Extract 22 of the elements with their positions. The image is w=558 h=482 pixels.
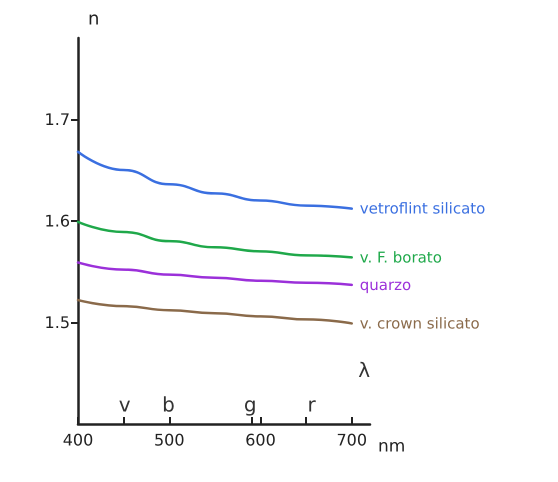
y-tick-label: 1.5 [44,312,70,332]
x-tick-label: 700 [336,430,368,450]
line-series [76,298,353,325]
annotation: g [244,392,257,417]
annotation: b [162,392,175,417]
annotation: v [118,392,131,417]
y-axis-title: n [88,8,100,30]
series-label: quarzo [360,276,412,294]
annotation: r [307,392,316,417]
series-label: v. F. borato [360,248,442,266]
x-tick-label: 400 [62,430,94,450]
series-label: vetroflint silicato [360,200,486,218]
x-axis-title: nm [378,436,406,456]
y-tick-label: 1.7 [44,110,70,129]
y-tick-label: 1.6 [44,211,70,230]
line-series [76,220,353,259]
x-tick-label: 500 [154,430,185,450]
line-series [76,261,353,286]
line-series [76,150,353,210]
series-label: v. crown silicato [360,314,480,332]
annotation: λ [358,358,370,382]
x-tick-label: 600 [245,430,276,450]
